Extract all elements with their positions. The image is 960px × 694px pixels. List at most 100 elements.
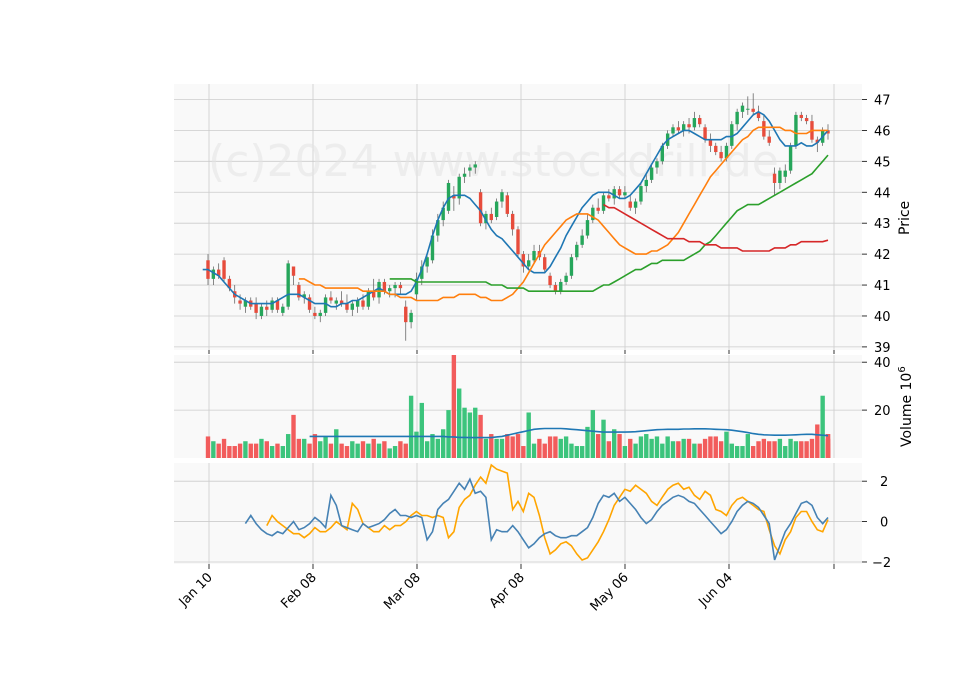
- volume-bar: [804, 441, 809, 458]
- volume-bar: [670, 441, 676, 458]
- candle-body: [543, 257, 547, 270]
- candle-body: [655, 161, 659, 168]
- volume-bar: [430, 434, 435, 458]
- volume-bar: [724, 431, 729, 458]
- candle-body: [676, 127, 681, 131]
- volume-bar: [494, 438, 499, 458]
- volume-bar: [585, 426, 590, 458]
- price-axis-label: Price: [897, 201, 913, 235]
- volume-bar: [542, 443, 547, 458]
- volume-bar: [408, 395, 414, 458]
- volume-bar: [547, 436, 553, 458]
- volume-bar: [553, 436, 558, 458]
- price-ytick-label: 46: [874, 124, 891, 139]
- price-ytick-label: 39: [874, 341, 891, 356]
- volume-bar: [729, 443, 734, 458]
- candle-body: [698, 118, 702, 125]
- volume-bar: [307, 443, 312, 458]
- volume-bar: [237, 443, 243, 458]
- candle-body: [751, 108, 755, 112]
- volume-bar: [772, 441, 777, 458]
- volume-bar: [702, 438, 708, 458]
- volume-bar: [686, 438, 692, 458]
- volume-bar: [665, 436, 670, 458]
- candle-body: [521, 254, 526, 267]
- candle-body: [409, 312, 413, 323]
- candle-body: [500, 192, 504, 202]
- candle-body: [526, 260, 531, 267]
- candle-body: [318, 312, 322, 316]
- volume-bar: [809, 438, 815, 458]
- volume-bar: [681, 438, 686, 458]
- volume-bar: [590, 410, 596, 458]
- volume-bar: [601, 419, 606, 458]
- volume-bar: [291, 414, 296, 458]
- candle-body: [430, 235, 435, 261]
- volume-bar: [595, 434, 601, 458]
- volume-bar: [248, 443, 253, 458]
- price-ytick-label: 40: [874, 310, 891, 325]
- volume-bar: [232, 446, 237, 458]
- volume-bar: [211, 441, 216, 458]
- candle-body: [815, 139, 820, 143]
- candle-body: [548, 275, 552, 286]
- volume-bar: [440, 429, 446, 458]
- price-ma-line: [603, 203, 829, 252]
- candle-body: [350, 303, 355, 310]
- candle-body: [457, 176, 461, 199]
- volume-bar: [344, 446, 350, 458]
- volume-bar: [788, 438, 793, 458]
- candle-body: [366, 291, 371, 307]
- volume-bar: [451, 355, 457, 458]
- volume-bar: [296, 438, 302, 458]
- volume-bar: [676, 441, 681, 458]
- candle-body: [420, 266, 424, 279]
- volume-bar: [312, 434, 318, 458]
- volume-bar: [269, 446, 275, 458]
- candle-body: [569, 257, 574, 276]
- volume-bar: [745, 434, 751, 458]
- volume-bar: [243, 441, 248, 458]
- candle-body: [772, 173, 777, 183]
- candle-body: [740, 105, 745, 112]
- candle-body: [580, 235, 584, 245]
- candle-body: [804, 118, 809, 122]
- volume-axis-label: Volume 106: [897, 366, 915, 447]
- candle-body: [591, 207, 595, 221]
- candle-body: [281, 306, 285, 313]
- volume-bar: [510, 436, 515, 458]
- candle-body: [302, 294, 306, 298]
- volume-bar: [328, 443, 334, 458]
- volume-bar: [264, 441, 269, 458]
- candle-body: [286, 263, 290, 307]
- volume-bar: [820, 395, 825, 458]
- candle-body: [799, 114, 803, 119]
- candle-body: [767, 136, 771, 143]
- candle-body: [329, 297, 333, 301]
- volume-bar: [649, 438, 654, 458]
- candle-body: [596, 207, 600, 211]
- price-ytick-label: 44: [874, 186, 891, 201]
- candle-body: [313, 312, 317, 316]
- candle-body: [788, 145, 793, 171]
- volume-bar: [323, 436, 328, 458]
- candle-body: [607, 195, 611, 199]
- candle-body: [270, 300, 274, 310]
- volume-bar: [660, 443, 665, 458]
- volume-bar: [515, 434, 521, 458]
- candle-body: [355, 300, 360, 307]
- candle-body: [639, 186, 643, 202]
- volume-bar: [366, 443, 371, 458]
- candle-body: [724, 145, 729, 159]
- price-ma-line: [298, 126, 828, 302]
- volume-bar: [205, 436, 211, 458]
- volume-bar: [799, 441, 804, 458]
- volume-bar: [382, 441, 387, 458]
- volume-bar: [376, 443, 382, 458]
- candle-body: [404, 306, 408, 323]
- candle-body: [708, 139, 713, 146]
- volume-bar: [815, 424, 820, 458]
- candle-body: [794, 114, 798, 146]
- candle-body: [307, 297, 312, 310]
